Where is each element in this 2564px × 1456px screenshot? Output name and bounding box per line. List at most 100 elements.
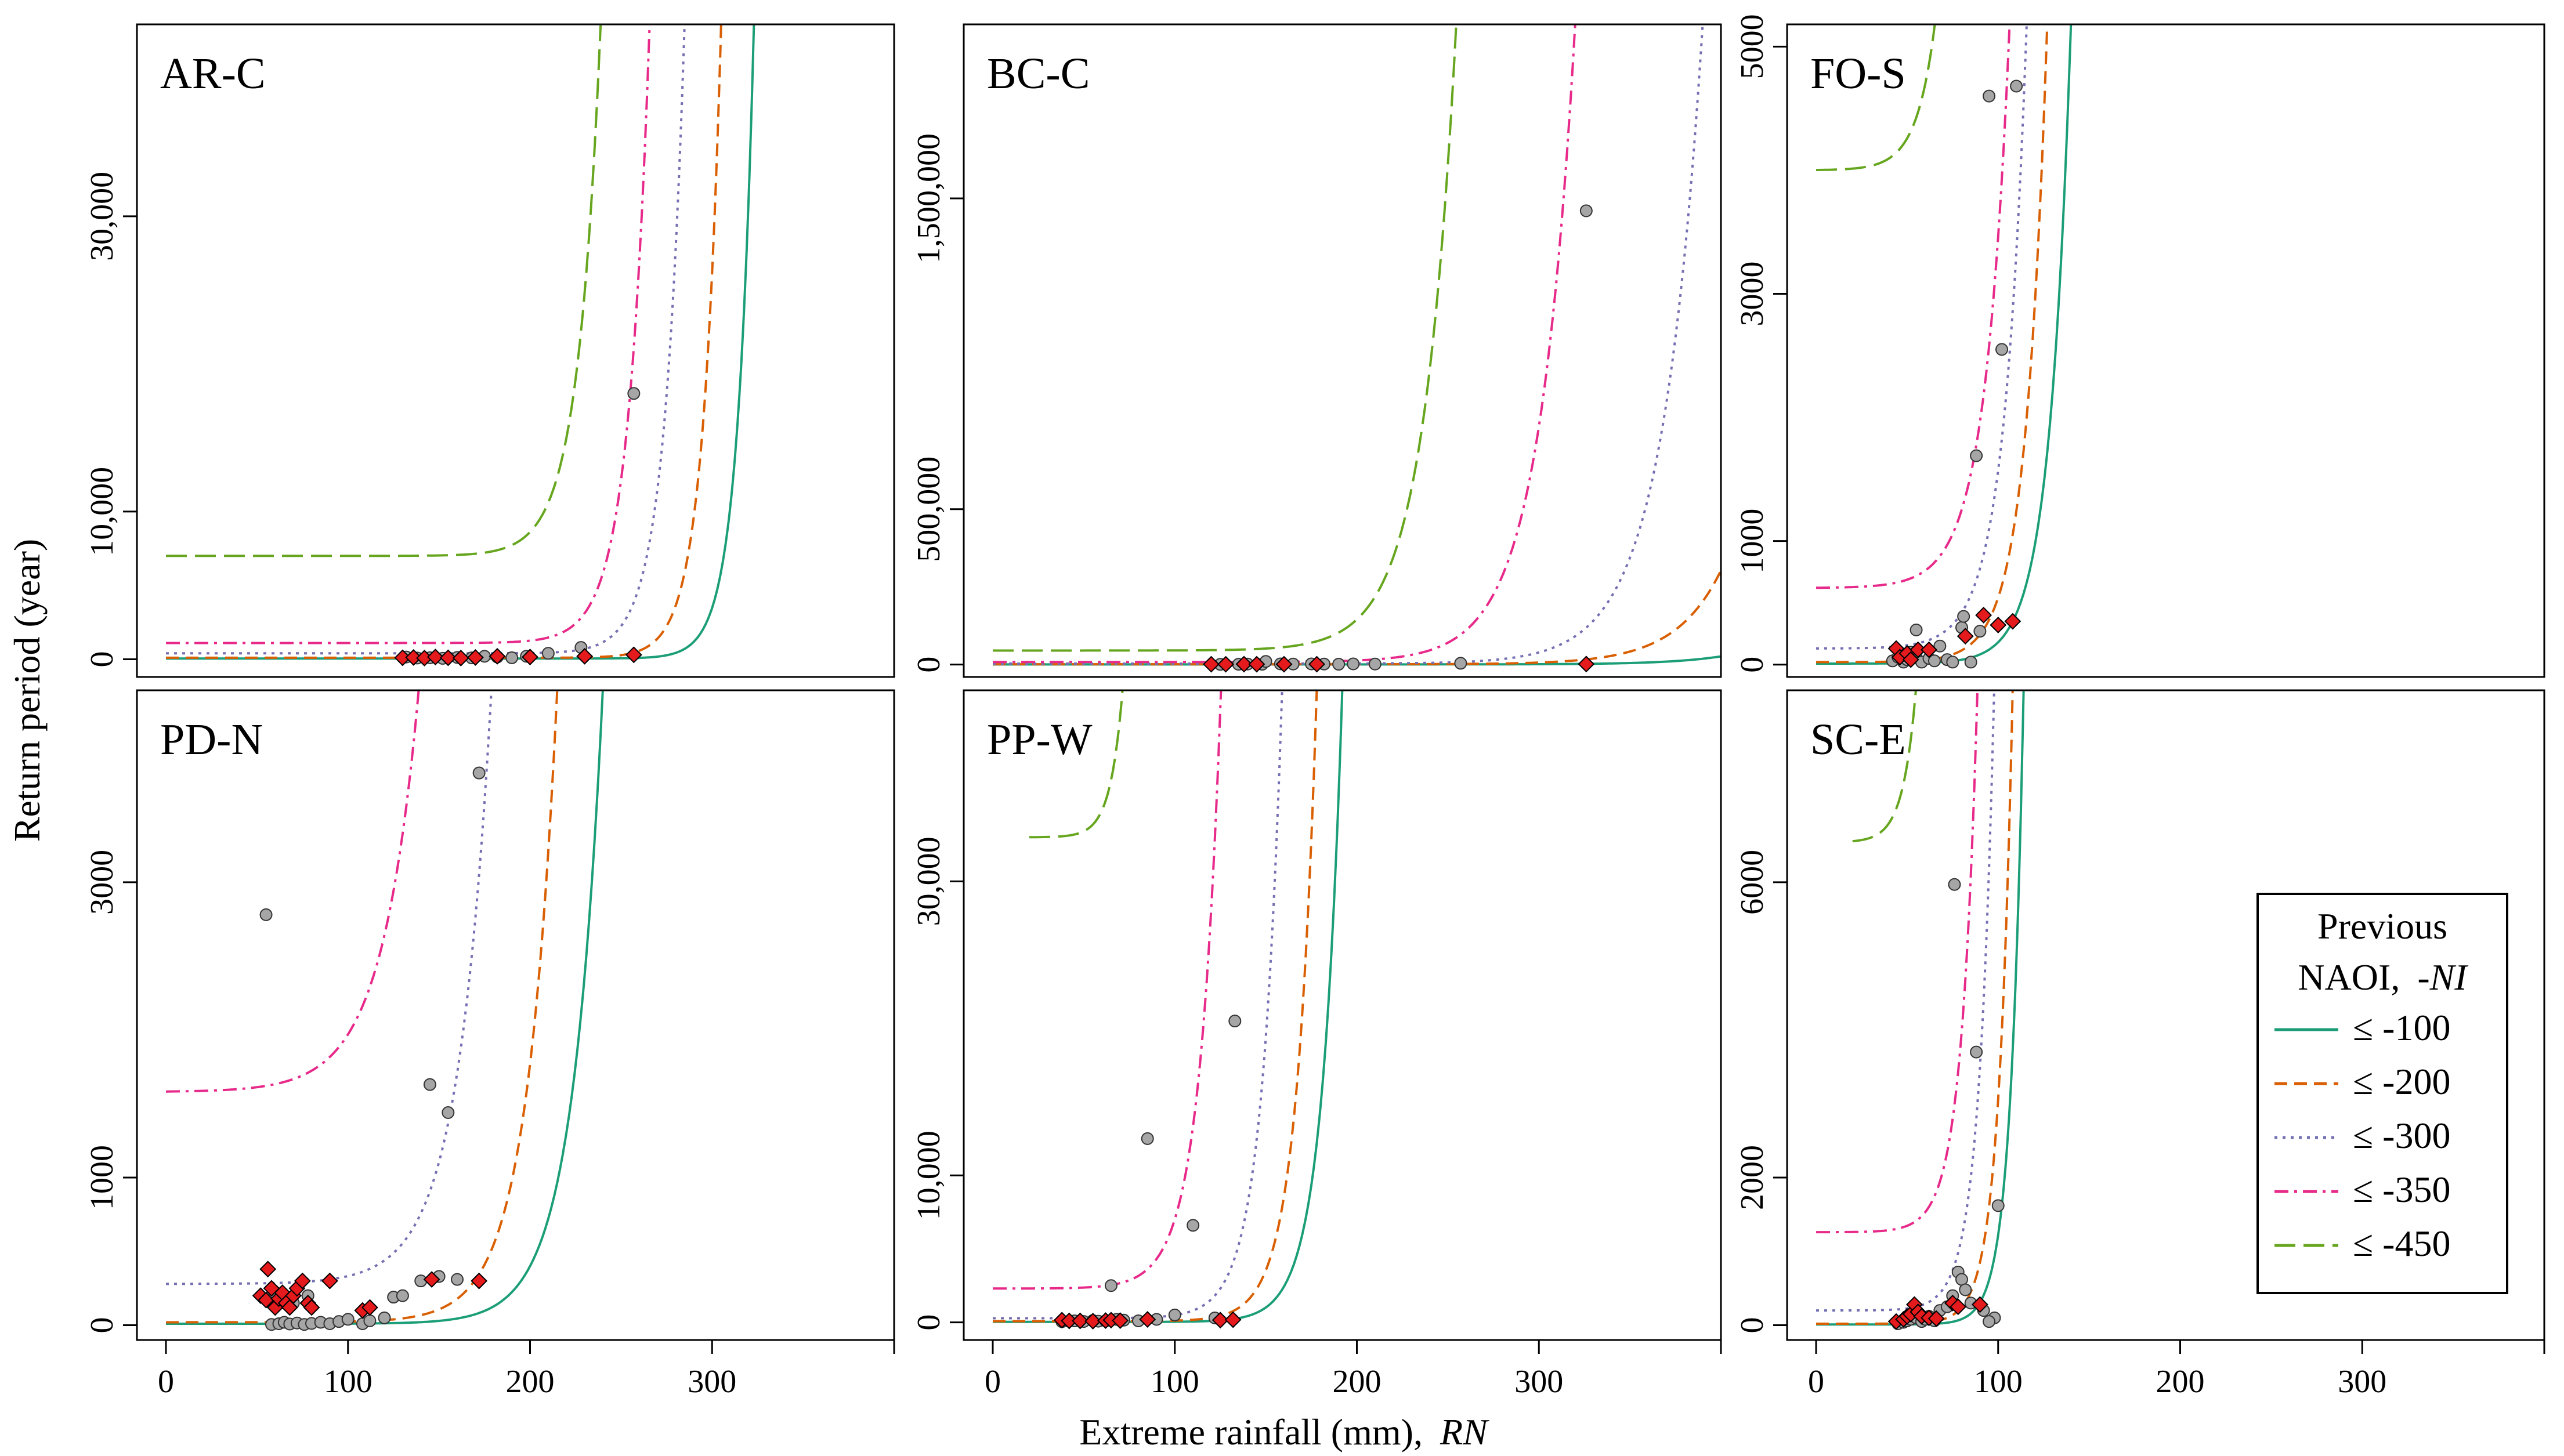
panel-title: FO-S [1810,49,1906,98]
data-point-gray [442,1106,455,1119]
x-tick-label: 0 [158,1364,174,1400]
points [252,766,488,1331]
data-point-red [1212,1312,1229,1329]
data-point-gray [1991,1199,2005,1212]
data-point-red [1072,1312,1089,1330]
data-point-red [1061,1312,1078,1330]
data-point-gray [1957,610,1970,623]
legend-title-ni: -NI [2417,957,2468,998]
data-point-red [294,1272,311,1290]
data-point-red [1275,655,1293,673]
data-point-red [1975,607,1992,624]
data-point-red [439,649,457,667]
data-point-gray [363,1314,377,1327]
data-point-red [263,1280,280,1297]
data-point-red [1248,655,1265,673]
curve-300 [166,690,493,1285]
x-axis-title-text: Extreme rainfall (mm), [1079,1411,1423,1453]
data-point-gray [1946,655,1959,669]
data-point-red [1957,628,1974,645]
data-point-red [281,1299,298,1316]
x-axis-title: Extreme rainfall (mm), RN [1079,1411,1489,1453]
x-tick-label: 300 [1514,1364,1563,1400]
y-tick-label: 2000 [1734,1145,1770,1210]
curve-450 [1816,24,1936,172]
curve-450 [166,24,602,557]
data-point-gray [1228,1015,1242,1028]
data-point-gray [541,647,555,660]
y-tick-label: 5000 [1734,14,1770,79]
data-point-red [1971,1296,1988,1313]
x-tick-label: 100 [1151,1364,1199,1400]
curve-450 [993,24,1458,652]
data-point-gray [1983,89,1996,103]
y-tick-label: 6000 [1734,850,1770,915]
x-axis-title-italic: RN [1440,1411,1489,1453]
data-point-gray [1948,878,1961,891]
curve-350 [1816,24,2011,589]
data-point-gray [472,766,486,780]
data-point-gray [1454,657,1467,670]
panel-frame [963,23,1722,678]
data-point-red [471,1272,488,1290]
x-tick-label: 300 [2338,1364,2386,1400]
data-point-gray [1970,449,1983,462]
data-point-red [489,647,506,665]
data-point-gray [1964,655,1977,669]
curve-200 [166,690,559,1324]
data-point-gray [1347,657,1360,671]
data-point-red [303,1299,320,1316]
y-tick-label: 500,000 [911,457,947,562]
x-tick-label: 0 [985,1364,1001,1400]
legend-entries: ≤ -100 ≤ -200 ≤ -300 ≤ -350 ≤ -450 [2274,1007,2450,1264]
data-point-red [625,646,642,664]
data-point-gray [1995,343,2009,356]
curve-200 [993,690,1318,1323]
y-tick-label: 0 [84,1317,120,1334]
panels-group: AR-C 0 10,000 30,000 BC-C 0 500,000 1,500,000 FO… [84,14,2545,1400]
data-point-gray [1959,1283,1972,1296]
data-point-red [1910,641,1927,658]
panel-title: PD-N [160,715,263,764]
panel-frame [1786,689,2545,1341]
data-point-gray [627,387,641,400]
data-point-red [1990,617,2007,633]
curve-350 [166,690,420,1093]
y-tick-label: 3000 [84,850,120,915]
points [1203,204,1595,673]
x-tick-label: 100 [324,1364,373,1400]
data-point-gray [1983,1315,1996,1328]
data-point-red [1112,1312,1129,1329]
panel-frame [1786,23,2545,678]
data-point-red [1235,655,1253,673]
y-tick-label: 1000 [1734,509,1770,574]
data-point-gray [1141,1132,1154,1145]
data-point-red [2004,613,2021,630]
curves [993,24,1721,666]
y-tick-label: 0 [84,651,120,667]
legend-label: ≤ -450 [2353,1223,2450,1264]
data-point-red [1203,655,1220,673]
data-point-red [522,649,538,666]
curve-300 [993,24,1704,665]
points [1053,1015,1242,1330]
curve-200 [993,570,1721,666]
panel-frame [136,689,895,1341]
data-point-red [426,649,444,666]
panel-frame [136,23,895,678]
data-point-red [1950,1298,1967,1316]
panel-title: AR-C [160,49,266,98]
data-point-gray [378,1311,391,1324]
y-axis-title: Return period (year) [6,539,48,842]
panel-title: BC-C [987,49,1090,98]
panel-title: PP-W [987,715,1093,764]
curves [993,690,1344,1323]
panel-pd-n: PD-N 0 1000 3000 0 100 200 300 [84,689,895,1400]
data-point-red [423,1271,440,1288]
y-tick-label: 1,500,000 [911,133,947,263]
curve-300 [993,690,1283,1320]
panel-ar-c: AR-C 0 10,000 30,000 [84,23,895,678]
data-point-red [1902,651,1919,668]
panel-frame [963,689,1722,1341]
